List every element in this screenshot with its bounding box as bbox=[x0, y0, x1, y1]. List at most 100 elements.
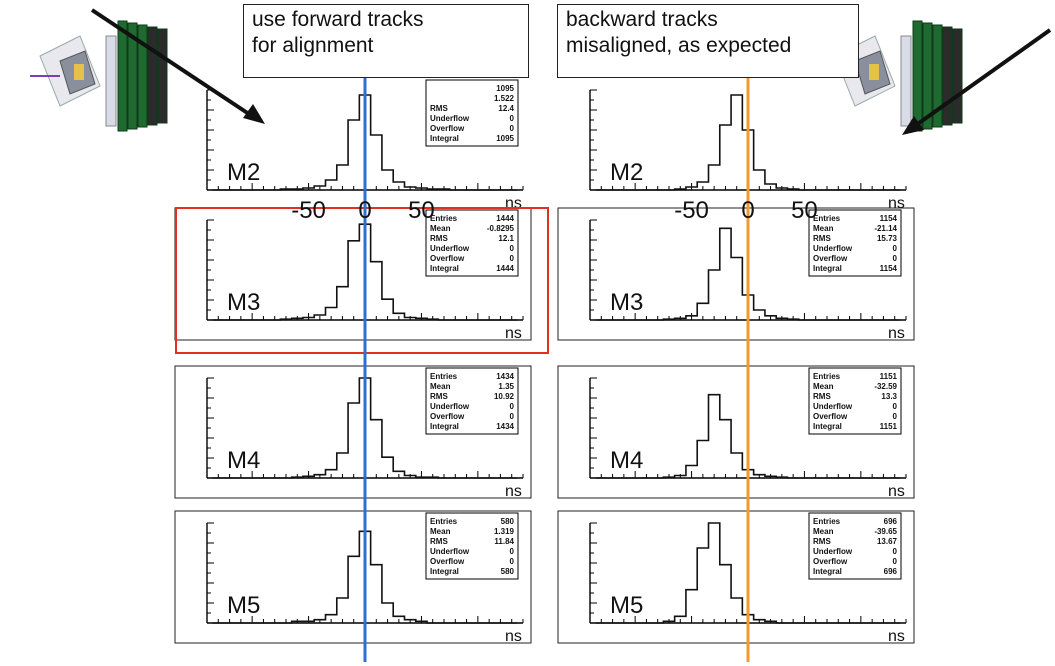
stats-key: Overflow bbox=[430, 124, 465, 133]
arrow-backward-icon bbox=[910, 28, 1052, 130]
detector-forward-icon bbox=[30, 20, 168, 132]
station-label: M4 bbox=[610, 447, 643, 474]
stats-value: 580 bbox=[501, 567, 515, 576]
histogram-bars bbox=[212, 223, 518, 321]
x-unit-label: ns bbox=[888, 628, 905, 645]
stats-value: 0 bbox=[510, 124, 515, 133]
stats-key: Integral bbox=[430, 264, 459, 273]
muon-station bbox=[137, 24, 148, 128]
stats-value: 1095 bbox=[496, 134, 514, 143]
histogram-panel-forward-m3: M3 ns Entries 1444 Mean -0.8295 RMS 12.1 Underfl… bbox=[174, 207, 532, 342]
stats-box-frame bbox=[425, 209, 519, 277]
stats-value: 1154 bbox=[880, 214, 898, 223]
stats-value: 1151 bbox=[880, 422, 898, 431]
stats-value: 1151 bbox=[880, 372, 898, 381]
x-unit-label: ns bbox=[505, 195, 522, 212]
backward-annotation-line-1: backward tracks bbox=[566, 8, 718, 31]
forward-annotation: use forward tracks for alignment bbox=[243, 4, 529, 78]
stats-value: 0 bbox=[893, 402, 898, 411]
muon-station bbox=[952, 28, 963, 124]
stats-value: 0 bbox=[893, 557, 898, 566]
stats-value: -39.65 bbox=[874, 527, 897, 536]
stats-value: 0 bbox=[510, 547, 515, 556]
stats-key: Overflow bbox=[813, 557, 848, 566]
stats-key: Entries bbox=[813, 372, 841, 381]
stats-key: Mean bbox=[430, 382, 451, 391]
stats-key: Entries bbox=[430, 214, 458, 223]
stats-key: Entries bbox=[813, 214, 841, 223]
stats-value: 1.35 bbox=[498, 382, 514, 391]
stats-key: Overflow bbox=[430, 412, 465, 421]
stats-key: Integral bbox=[430, 134, 459, 143]
stats-value: 696 bbox=[884, 567, 898, 576]
stats-key: Underflow bbox=[430, 244, 470, 253]
stats-value: -0.8295 bbox=[487, 224, 515, 233]
stats-key: RMS bbox=[430, 104, 448, 113]
x-unit-label: ns bbox=[505, 325, 522, 342]
stats-box: Entries 696 Mean -39.65 RMS 13.67 Underflow 0 Ov… bbox=[808, 512, 902, 580]
stats-value: -21.14 bbox=[874, 224, 897, 233]
stats-value: 580 bbox=[501, 517, 515, 526]
histogram-panel-forward-m5: M5 ns Entries 580 Mean 1.319 RMS 11.84 Underflow… bbox=[174, 510, 532, 645]
stats-value: 1154 bbox=[880, 264, 898, 273]
panel-frame bbox=[557, 207, 915, 341]
arrow-backward-head bbox=[902, 116, 924, 135]
stats-key: Integral bbox=[813, 264, 842, 273]
panel-frame bbox=[557, 365, 915, 499]
stats-key: Mean bbox=[813, 382, 834, 391]
arrow-forward-icon bbox=[90, 8, 257, 120]
stats-box: Entries 580 Mean 1.319 RMS 11.84 Underflow 0 Ove… bbox=[425, 512, 519, 580]
x-unit-label: ns bbox=[888, 195, 905, 212]
axis-callout-tick: 0 bbox=[741, 197, 754, 224]
stats-key: Underflow bbox=[430, 114, 470, 123]
calorimeter bbox=[900, 35, 912, 127]
stats-value: 0 bbox=[893, 254, 898, 263]
station-label: M4 bbox=[227, 447, 260, 474]
histogram-bars bbox=[595, 94, 901, 191]
stats-value: 0 bbox=[893, 412, 898, 421]
axis-callout-tick: -50 bbox=[674, 197, 709, 224]
muon-station bbox=[147, 26, 158, 126]
stats-key: RMS bbox=[813, 392, 831, 401]
arrow-forward-head bbox=[243, 104, 265, 124]
stats-box-frame bbox=[425, 367, 519, 435]
muon-station bbox=[932, 24, 943, 128]
backward-annotation-line-2: misaligned, as expected bbox=[566, 34, 792, 57]
stats-value: 11.84 bbox=[494, 537, 514, 546]
muon-station bbox=[127, 22, 138, 130]
stats-key: RMS bbox=[813, 234, 831, 243]
backward-annotation: backward tracks misaligned, as expected bbox=[557, 4, 859, 78]
stats-value: 0 bbox=[510, 402, 515, 411]
stats-box: Entries 1444 Mean -0.8295 RMS 12.1 Underflow 0 O… bbox=[425, 209, 519, 277]
detector-magnet bbox=[74, 64, 84, 80]
stats-key: Integral bbox=[430, 422, 459, 431]
stats-value: 13.67 bbox=[877, 537, 898, 546]
stats-value: 0 bbox=[510, 114, 515, 123]
stats-key: RMS bbox=[430, 392, 448, 401]
panel-frame bbox=[174, 365, 532, 499]
stats-key: RMS bbox=[813, 537, 831, 546]
axis-callout-tick: -50 bbox=[291, 197, 326, 224]
highlight-box bbox=[175, 207, 549, 354]
axis-callout-tick: 0 bbox=[358, 197, 371, 224]
x-unit-label: ns bbox=[505, 628, 522, 645]
stats-key: Underflow bbox=[813, 547, 853, 556]
stats-value: 0 bbox=[510, 254, 515, 263]
stats-value: 15.73 bbox=[877, 234, 898, 243]
histogram-bars bbox=[595, 522, 901, 624]
stats-value: 12.4 bbox=[498, 104, 514, 113]
panel-frame bbox=[174, 510, 532, 644]
stats-key: Underflow bbox=[813, 244, 853, 253]
stats-key: Mean bbox=[813, 527, 834, 536]
detector-magnet bbox=[869, 64, 879, 80]
stats-value: 1444 bbox=[496, 214, 514, 223]
panel-frame bbox=[557, 510, 915, 644]
stats-value: 1444 bbox=[496, 264, 514, 273]
axis-callout-tick: 50 bbox=[408, 197, 435, 224]
stats-key: Underflow bbox=[430, 402, 470, 411]
stats-key: RMS bbox=[430, 234, 448, 243]
stats-value: -32.59 bbox=[874, 382, 897, 391]
histogram-bars bbox=[212, 377, 518, 479]
